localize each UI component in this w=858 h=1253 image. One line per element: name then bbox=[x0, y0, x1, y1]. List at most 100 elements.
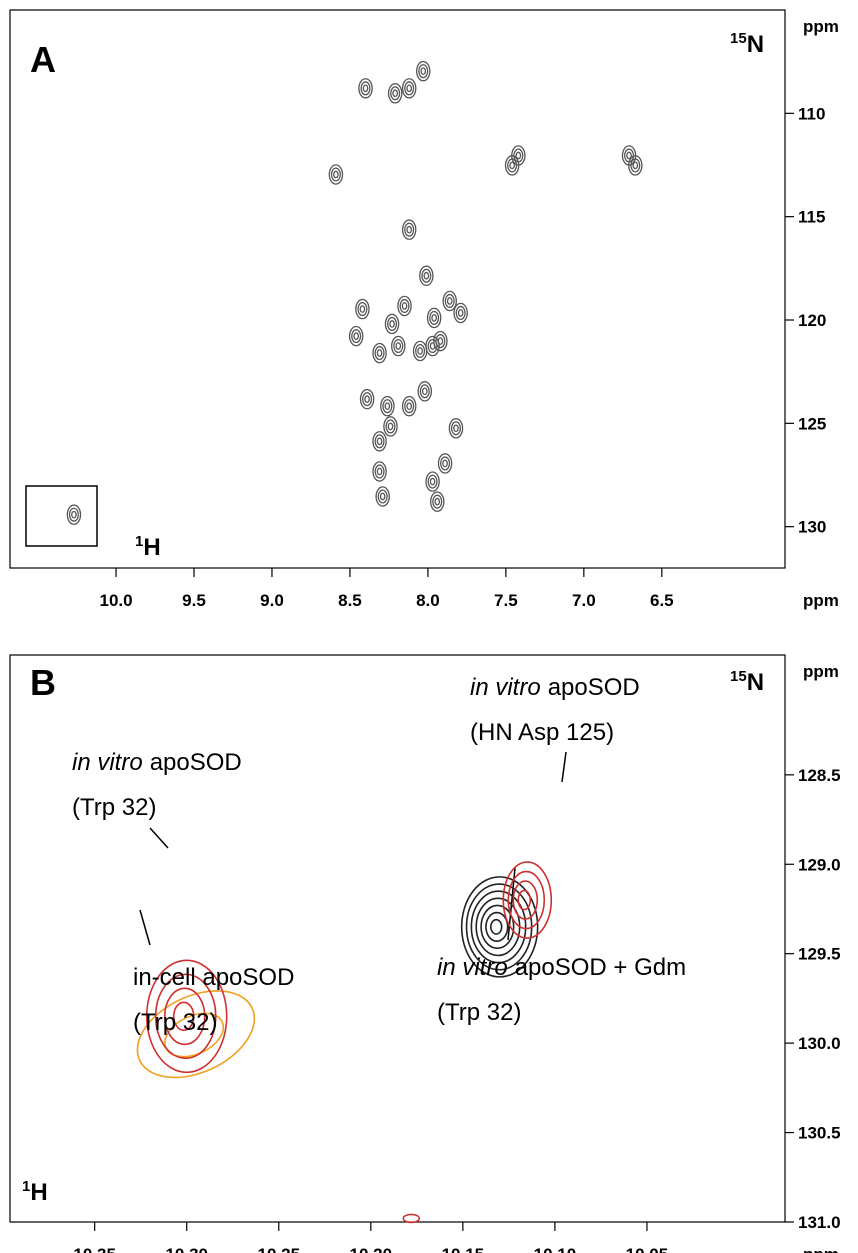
peak-contour bbox=[375, 486, 390, 507]
contour-ring bbox=[415, 60, 431, 82]
y-tick-label: 131.0 bbox=[798, 1213, 841, 1232]
peak-contour bbox=[372, 461, 387, 482]
y-tick-label: 130.0 bbox=[798, 1034, 841, 1053]
x-tick-label: 7.5 bbox=[494, 591, 518, 610]
leader-lines bbox=[139, 751, 567, 946]
contour-ring bbox=[385, 419, 396, 434]
contour-ring bbox=[374, 464, 385, 479]
contour-ring bbox=[390, 86, 401, 101]
contour-ring bbox=[453, 302, 468, 324]
contour-ring bbox=[632, 161, 639, 170]
contour-ring bbox=[172, 1001, 195, 1032]
annotation: in vitro apoSOD bbox=[72, 749, 242, 776]
peak-contour bbox=[448, 418, 464, 439]
x-tick-label: 10.30 bbox=[165, 1245, 208, 1253]
contour-ring bbox=[417, 347, 423, 355]
isotope-symbol: H bbox=[143, 534, 160, 561]
contour-ring bbox=[362, 84, 369, 93]
contour-ring bbox=[419, 384, 430, 399]
annotation: (HN Asp 125) bbox=[470, 719, 614, 746]
x-tick-label: 8.0 bbox=[416, 591, 440, 610]
peak-contour bbox=[425, 471, 440, 492]
y-tick-label: 128.5 bbox=[798, 766, 841, 785]
isotope-mass: 15 bbox=[730, 668, 747, 685]
contour-ring bbox=[435, 334, 446, 349]
contour-ring bbox=[389, 320, 395, 328]
peak-contour bbox=[504, 155, 520, 176]
x-tick-label: 9.5 bbox=[182, 591, 206, 610]
y-tick-label: 110 bbox=[798, 104, 825, 123]
contour-ring bbox=[136, 990, 256, 1079]
contour-ring bbox=[421, 387, 428, 396]
contour-ring bbox=[485, 911, 509, 942]
contour-ring bbox=[376, 349, 383, 357]
peak-contour bbox=[412, 340, 428, 362]
peak-contour bbox=[437, 453, 453, 474]
x-tick-label: 10.0 bbox=[99, 591, 132, 610]
contour-ring bbox=[374, 434, 385, 449]
y-unit-label: ppm bbox=[803, 17, 839, 36]
contour-ring bbox=[425, 471, 440, 492]
peak-contour bbox=[433, 330, 448, 352]
contour-ring bbox=[391, 335, 406, 357]
peak-contour bbox=[415, 60, 431, 82]
contour-ring bbox=[68, 507, 79, 522]
contour-ring bbox=[376, 437, 383, 446]
annotation-text: (Trp 32) bbox=[437, 999, 521, 1026]
panel-label: A bbox=[30, 39, 56, 80]
contour-ring bbox=[429, 310, 440, 325]
contour-ring bbox=[453, 424, 459, 433]
contour-ring bbox=[380, 395, 395, 417]
annotation-text: (Trp 32) bbox=[72, 794, 156, 821]
annotation-italic: in vitro bbox=[437, 954, 508, 981]
annotation-text: apoSOD bbox=[150, 749, 242, 776]
contour-ring bbox=[353, 332, 360, 340]
isotope-symbol: H bbox=[30, 1179, 47, 1206]
contour-ring bbox=[517, 889, 532, 911]
x-tick-label: 10.25 bbox=[257, 1245, 300, 1253]
contour-ring bbox=[397, 295, 412, 317]
contour-ring bbox=[374, 346, 385, 361]
annotation-italic: in vitro bbox=[72, 749, 143, 776]
peak-contour bbox=[387, 83, 403, 104]
peak-contour bbox=[402, 1213, 421, 1224]
isotope-symbol: N bbox=[747, 669, 764, 696]
contour-ring bbox=[386, 316, 398, 331]
x-tick-label: 6.5 bbox=[650, 591, 674, 610]
contour-ring bbox=[460, 876, 539, 978]
contour-ring bbox=[448, 418, 464, 439]
x-tick-label: 7.0 bbox=[572, 591, 596, 610]
contour-ring bbox=[71, 510, 77, 519]
contour-ring bbox=[450, 421, 462, 436]
peak-contour bbox=[419, 265, 434, 287]
peak-contour bbox=[453, 302, 468, 324]
contour-ring bbox=[384, 313, 400, 335]
contour-ring bbox=[418, 64, 429, 79]
peak-contour bbox=[426, 307, 442, 329]
y-tick-label: 129.0 bbox=[798, 855, 841, 874]
peak-contour bbox=[383, 416, 398, 437]
contour-ring bbox=[372, 342, 387, 364]
contour-ring bbox=[509, 161, 515, 170]
contour-ring bbox=[512, 880, 539, 920]
peak-contour bbox=[66, 504, 82, 525]
contour-ring bbox=[362, 392, 373, 407]
contour-ring bbox=[383, 416, 398, 437]
y-nucleus-label: 15N bbox=[730, 30, 764, 58]
contour-ring bbox=[446, 297, 453, 305]
contour-ring bbox=[406, 84, 413, 93]
x-tick-label: 10.05 bbox=[626, 1245, 669, 1253]
contour-ring bbox=[372, 461, 387, 482]
contour-ring bbox=[382, 399, 393, 414]
x-tick-label: 8.5 bbox=[338, 591, 362, 610]
contour-ring bbox=[359, 305, 366, 313]
contour-ring bbox=[406, 225, 413, 234]
contour-ring bbox=[66, 504, 82, 525]
x-nucleus-label: 1H bbox=[135, 533, 161, 561]
annotation: (Trp 32) bbox=[437, 999, 521, 1026]
y-unit-label: ppm bbox=[803, 662, 839, 681]
contour-ring bbox=[384, 402, 391, 411]
peak-contour bbox=[355, 298, 370, 320]
peak-contour bbox=[442, 290, 457, 312]
peak-contour bbox=[358, 78, 373, 99]
